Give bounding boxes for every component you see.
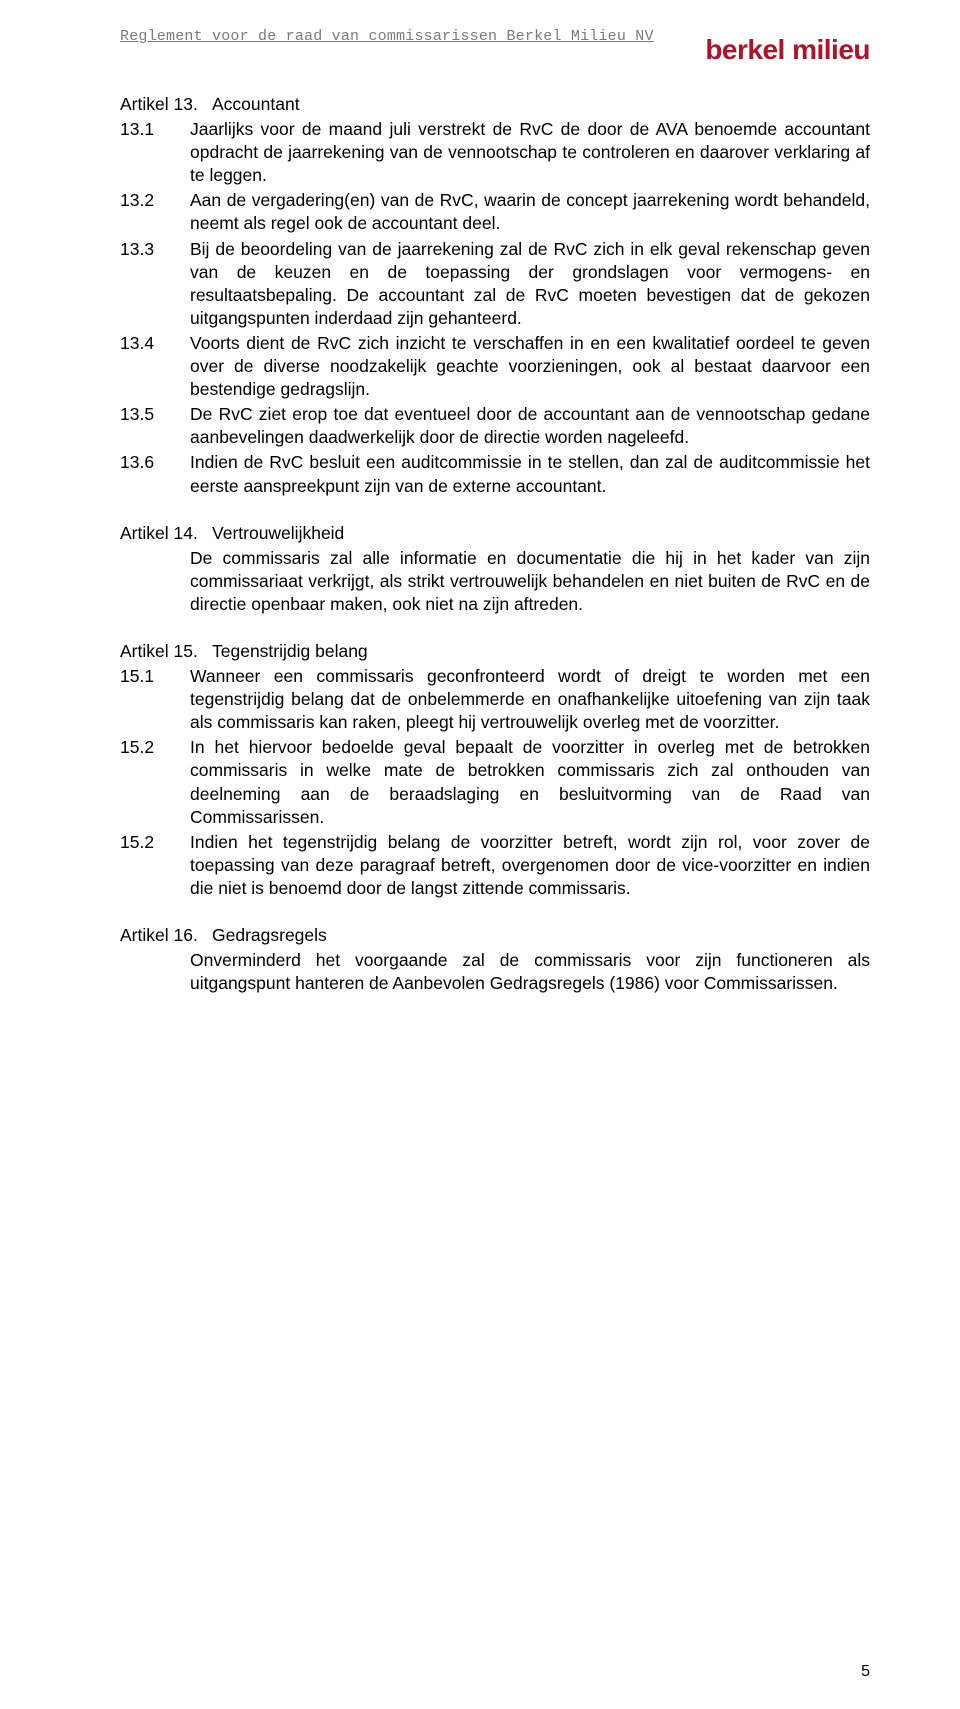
article-heading: Artikel 16. Gedragsregels [120, 924, 870, 947]
clause-text: Bij de beoordeling van de jaarrekening z… [190, 238, 870, 330]
clause: 13.2 Aan de vergadering(en) van de RvC, … [120, 189, 870, 235]
clause-text: De RvC ziet erop toe dat eventueel door … [190, 403, 870, 449]
article-number: Artikel 16. [120, 924, 212, 947]
article-heading: Artikel 13. Accountant [120, 93, 870, 116]
clause-number: 13.1 [120, 118, 190, 187]
article-13: Artikel 13. Accountant 13.1 Jaarlijks vo… [120, 93, 870, 498]
article-number: Artikel 13. [120, 93, 212, 116]
clause-number: 15.1 [120, 665, 190, 734]
clause: 13.3 Bij de beoordeling van de jaarreken… [120, 238, 870, 330]
clause-text: Aan de vergadering(en) van de RvC, waari… [190, 189, 870, 235]
document-page: Reglement voor de raad van commissarisse… [0, 0, 960, 1709]
article-14: Artikel 14. Vertrouwelijkheid De commiss… [120, 522, 870, 616]
clause: 13.6 Indien de RvC besluit een auditcomm… [120, 451, 870, 497]
clause: 15.2 In het hiervoor bedoelde geval bepa… [120, 736, 870, 828]
article-16: Artikel 16. Gedragsregels Onverminderd h… [120, 924, 870, 995]
clause: 13.1 Jaarlijks voor de maand juli verstr… [120, 118, 870, 187]
clause-number: 13.3 [120, 238, 190, 330]
clause-number: 13.2 [120, 189, 190, 235]
article-title: Tegenstrijdig belang [212, 640, 368, 663]
page-number: 5 [861, 1663, 870, 1681]
article-intro: De commissaris zal alle informatie en do… [190, 547, 870, 616]
clause-text: Voorts dient de RvC zich inzicht te vers… [190, 332, 870, 401]
clause-number: 13.5 [120, 403, 190, 449]
clause-text: Wanneer een commissaris geconfronteerd w… [190, 665, 870, 734]
article-title: Gedragsregels [212, 924, 327, 947]
brand-logo: berkel milieu [705, 34, 870, 66]
article-title: Accountant [212, 93, 300, 116]
clause: 13.4 Voorts dient de RvC zich inzicht te… [120, 332, 870, 401]
article-intro: Onverminderd het voorgaande zal de commi… [190, 949, 870, 995]
clause-text: Indien de RvC besluit een auditcommissie… [190, 451, 870, 497]
article-heading: Artikel 15. Tegenstrijdig belang [120, 640, 870, 663]
clause-text: Indien het tegenstrijdig belang de voorz… [190, 831, 870, 900]
article-15: Artikel 15. Tegenstrijdig belang 15.1 Wa… [120, 640, 870, 900]
clause-number: 13.6 [120, 451, 190, 497]
clause-number: 15.2 [120, 831, 190, 900]
clause: 13.5 De RvC ziet erop toe dat eventueel … [120, 403, 870, 449]
article-number: Artikel 15. [120, 640, 212, 663]
clause-number: 15.2 [120, 736, 190, 828]
clause: 15.2 Indien het tegenstrijdig belang de … [120, 831, 870, 900]
clause-text: Jaarlijks voor de maand juli verstrekt d… [190, 118, 870, 187]
article-number: Artikel 14. [120, 522, 212, 545]
article-heading: Artikel 14. Vertrouwelijkheid [120, 522, 870, 545]
clause: 15.1 Wanneer een commissaris geconfronte… [120, 665, 870, 734]
clause-text: In het hiervoor bedoelde geval bepaalt d… [190, 736, 870, 828]
document-body: Artikel 13. Accountant 13.1 Jaarlijks vo… [120, 93, 870, 995]
article-title: Vertrouwelijkheid [212, 522, 344, 545]
clause-number: 13.4 [120, 332, 190, 401]
